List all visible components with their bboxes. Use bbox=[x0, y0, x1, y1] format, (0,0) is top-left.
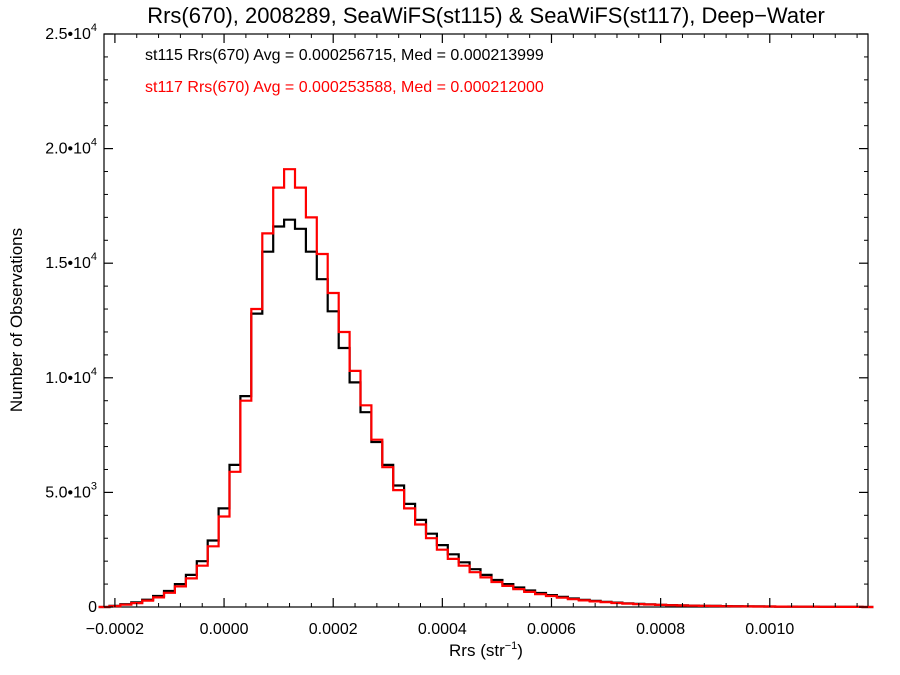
x-tick-label: 0.0006 bbox=[527, 621, 576, 638]
y-tick-label: 2.5•104 bbox=[45, 22, 97, 43]
y-tick-label: 0 bbox=[88, 599, 97, 616]
x-tick-label: −0.0002 bbox=[86, 621, 144, 638]
y-tick-exponent: 4 bbox=[91, 22, 97, 34]
y-tick-label: 1.0•104 bbox=[45, 366, 97, 387]
y-tick-exponent: 4 bbox=[91, 366, 97, 378]
x-tick-label: 0.0010 bbox=[745, 621, 794, 638]
y-tick-exponent: 4 bbox=[91, 137, 97, 149]
y-axis-title: Number of Observations bbox=[7, 228, 26, 412]
x-axis-title-end: ) bbox=[517, 641, 523, 660]
x-axis-title-sup: −1 bbox=[505, 640, 518, 652]
x-tick-label: 0.0002 bbox=[309, 621, 358, 638]
x-axis-title: Rrs (str−1) bbox=[449, 640, 523, 660]
series-layer bbox=[98, 168, 874, 609]
y-tick-mantissa: 0 bbox=[88, 599, 97, 616]
y-tick-exponent: 4 bbox=[91, 251, 97, 263]
annotation-st115: st115 Rrs(670) Avg = 0.000256715, Med = … bbox=[145, 47, 544, 64]
y-tick-label: 5.0•103 bbox=[45, 480, 97, 501]
y-tick-mantissa: 2.0•10 bbox=[45, 141, 91, 158]
y-tick-label: 1.5•104 bbox=[45, 251, 97, 272]
x-tick-label: 0.0004 bbox=[418, 621, 467, 638]
y-tick-mantissa: 5.0•10 bbox=[45, 484, 91, 501]
y-tick-label: 2.0•104 bbox=[45, 137, 97, 158]
annotation-st117: st117 Rrs(670) Avg = 0.000253588, Med = … bbox=[145, 79, 544, 96]
x-tick-label: 0.0000 bbox=[200, 621, 249, 638]
y-tick-exponent: 3 bbox=[91, 480, 97, 492]
y-tick-mantissa: 1.0•10 bbox=[45, 370, 91, 387]
series-line-st115 bbox=[98, 218, 874, 609]
y-tick-mantissa: 1.5•10 bbox=[45, 255, 91, 272]
x-axis-title-main: Rrs (str bbox=[449, 641, 505, 660]
x-axis: −0.0002 0.0000 0.0002 0.0004 0.0006 0.0008 0.0… bbox=[86, 34, 858, 638]
chart-title: Rrs(670), 2008289, SeaWiFS(st115) & SeaW… bbox=[147, 3, 825, 28]
x-tick-label: 0.0008 bbox=[636, 621, 685, 638]
series-line-st117 bbox=[98, 168, 874, 609]
y-tick-mantissa: 2.5•10 bbox=[45, 26, 91, 43]
